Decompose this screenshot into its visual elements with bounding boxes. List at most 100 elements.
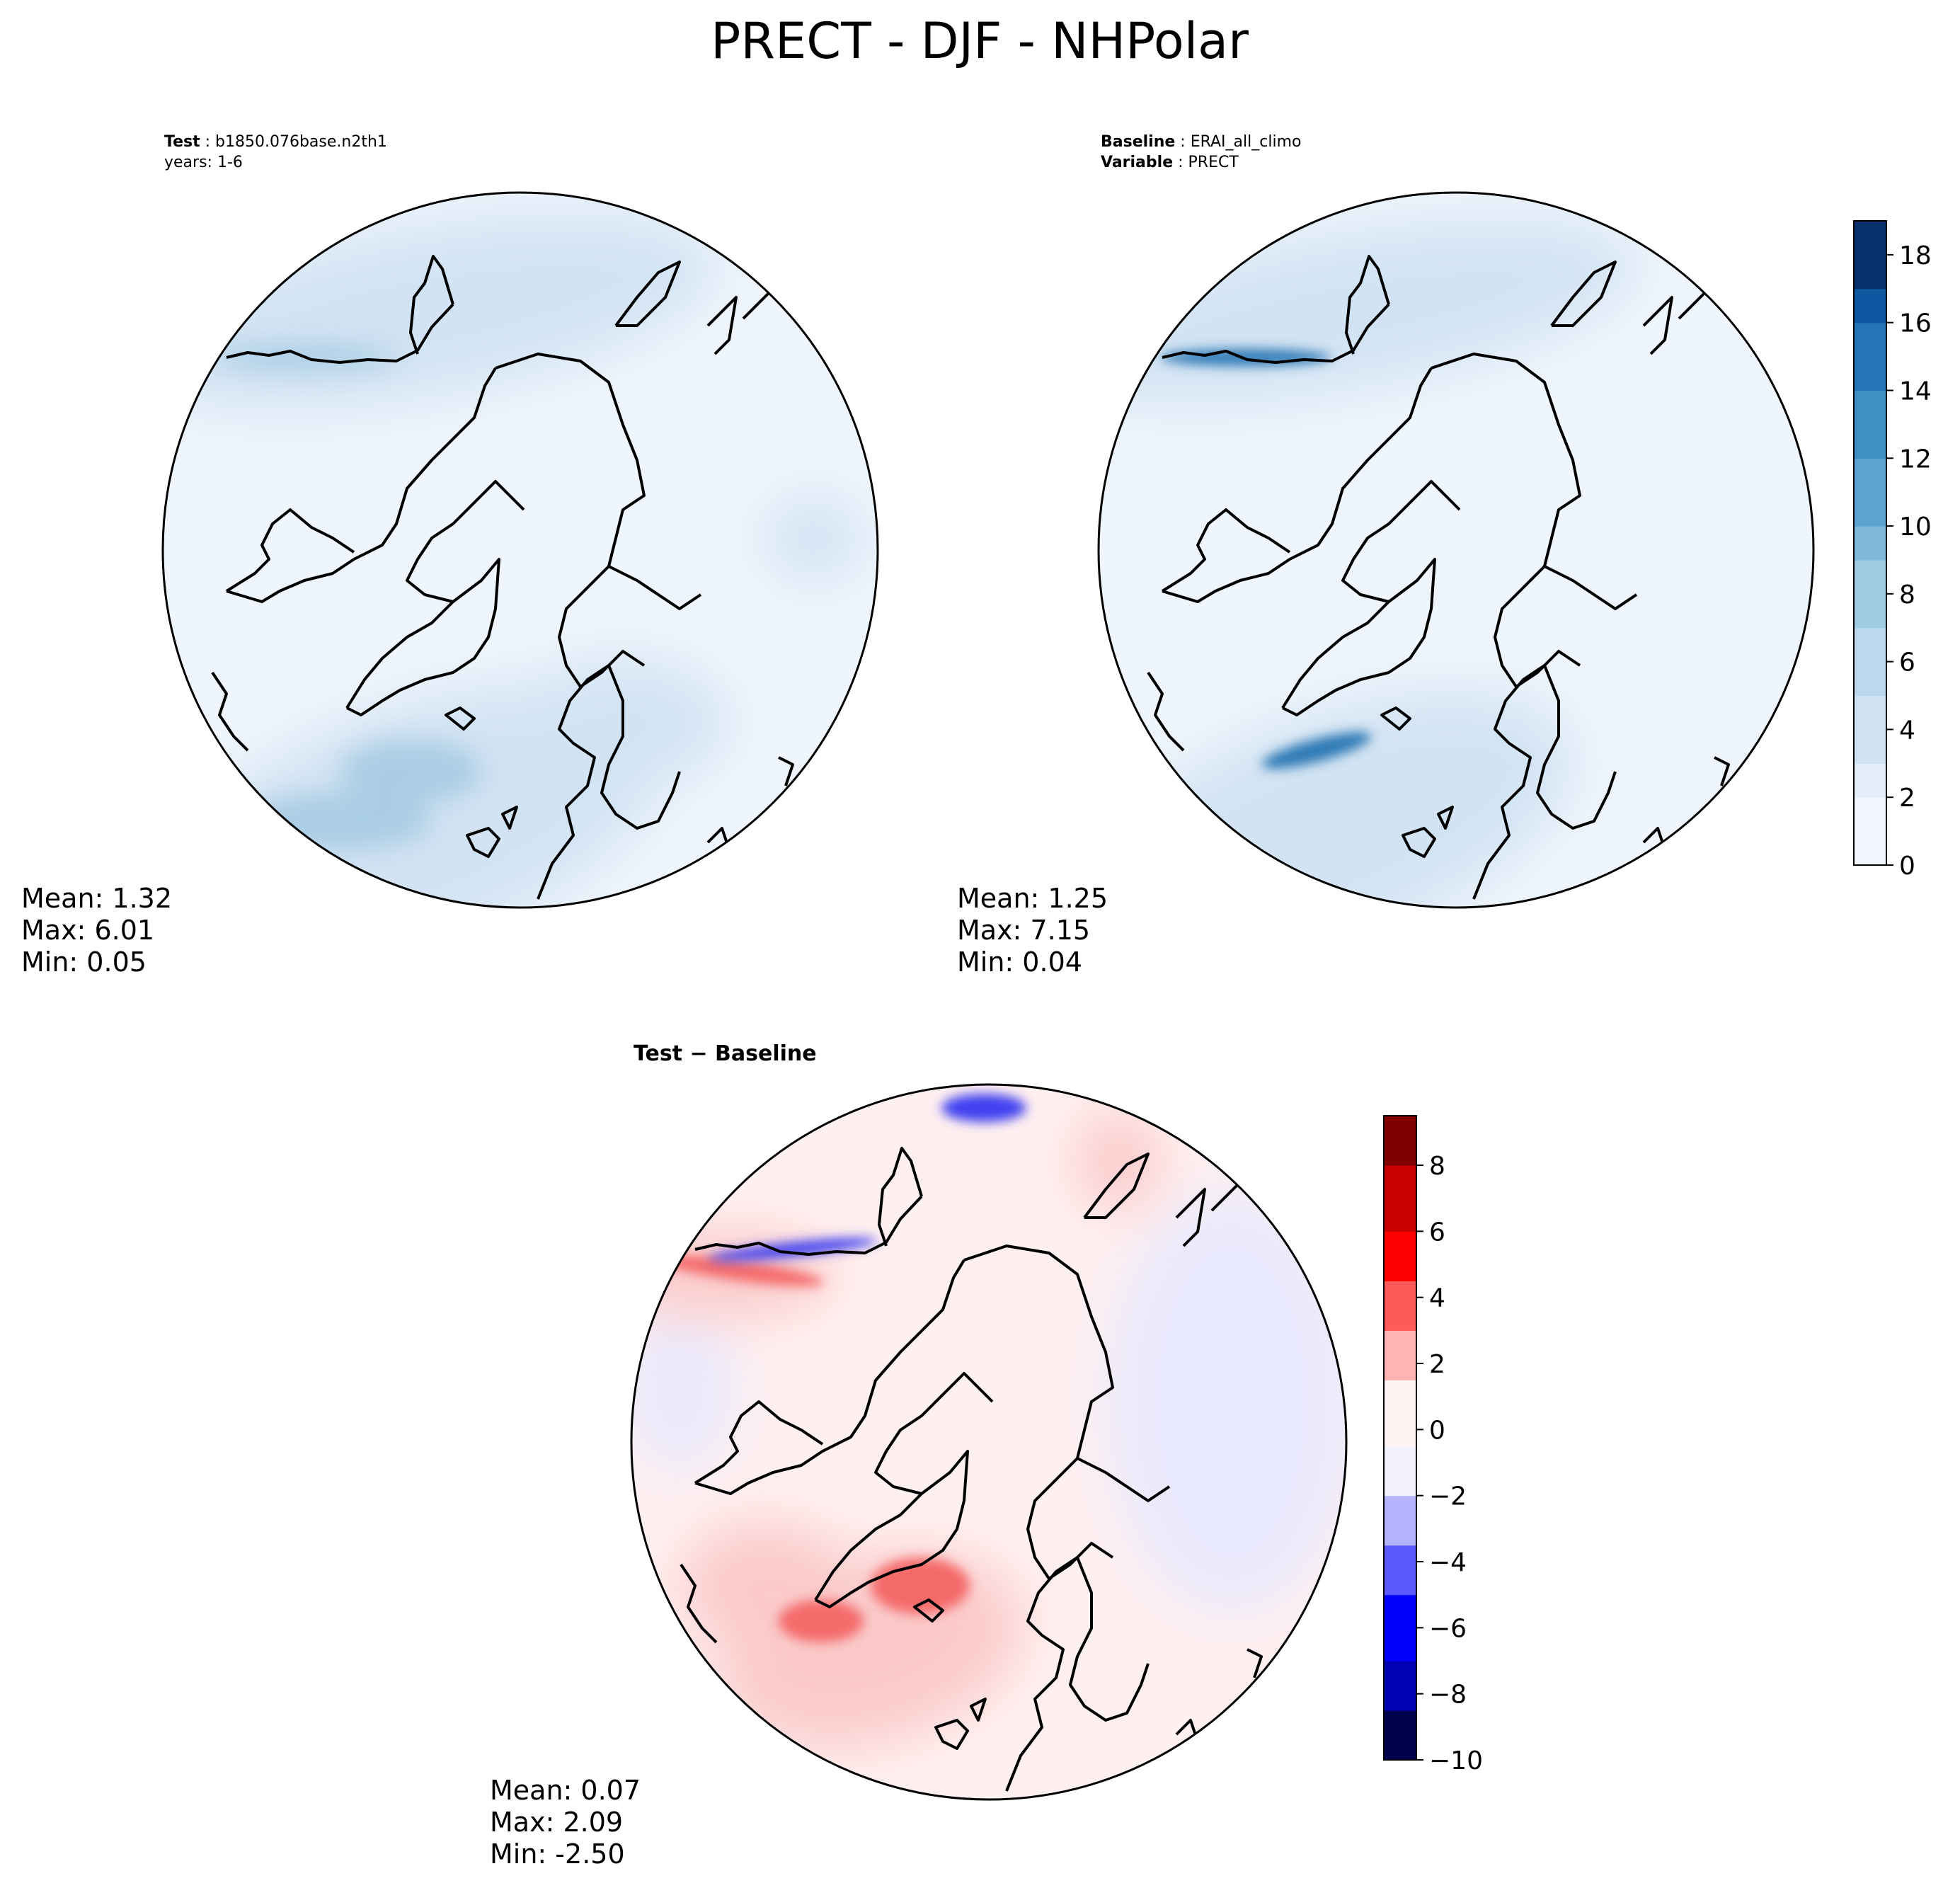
- colorbar-tick-label: −8: [1429, 1681, 1467, 1710]
- baseline-header-label-1: Baseline: [1101, 133, 1175, 151]
- diff-colorbar: −10 −8 −6 −4 −2 0 2 4 6 8: [1383, 1115, 1483, 1775]
- colorbar-band: [1384, 1396, 1416, 1414]
- baseline-header-line-1: Baseline : ERAI_all_climo: [1101, 133, 1301, 151]
- colorbar-band: [1384, 1281, 1416, 1298]
- colorbar-tick-label: 0: [1899, 852, 1915, 881]
- colorbar-band: [1854, 729, 1886, 764]
- colorbar-band: [1384, 1264, 1416, 1281]
- colorbar-band: [1854, 424, 1886, 459]
- colorbar-band: [1384, 1627, 1416, 1645]
- colorbar-band: [1854, 322, 1886, 357]
- colorbar-band: [1854, 763, 1886, 798]
- colorbar-tick-label: 4: [1899, 716, 1915, 745]
- colorbar-band: [1384, 1165, 1416, 1182]
- colorbar-band: [1854, 221, 1886, 256]
- colorbar-band: [1854, 390, 1886, 425]
- diff-map-boundary: [630, 1083, 1348, 1801]
- colorbar-band: [1384, 1611, 1416, 1628]
- diff-header-title: Test − Baseline: [634, 1041, 817, 1066]
- test-coastlines: [211, 246, 815, 900]
- baseline-header-value-2: PRECT: [1188, 154, 1239, 171]
- colorbar-band: [1384, 1743, 1416, 1761]
- colorbar-band: [1854, 593, 1886, 629]
- colorbar-tick-label: 10: [1899, 513, 1932, 542]
- colorbar-band: [1384, 1247, 1416, 1265]
- baseline-header-label-2: Variable: [1101, 154, 1173, 171]
- colorbar-tick-label: 8: [1899, 580, 1915, 610]
- colorbar-band: [1384, 1528, 1416, 1546]
- test-stat-max: Max: 6.01: [21, 915, 154, 946]
- baseline-header-line-2: Variable : PRECT: [1101, 154, 1239, 171]
- colorbar-band: [1384, 1363, 1416, 1380]
- colorbar-band: [1384, 1446, 1416, 1463]
- colorbar-band: [1384, 1562, 1416, 1579]
- test-header-value: b1850.076base.n2th1: [215, 133, 387, 151]
- colorbar-band: [1384, 1148, 1416, 1166]
- colorbar-tick-label: 18: [1899, 241, 1932, 270]
- colorbar-band: [1854, 254, 1886, 290]
- colorbar-band: [1384, 1330, 1416, 1348]
- colorbar-tick-label: 2: [1899, 784, 1915, 813]
- colorbar-tick-label: −2: [1429, 1482, 1467, 1511]
- colorbar-tick-label: −4: [1429, 1548, 1467, 1577]
- diff-map-field: [631, 1085, 1346, 1800]
- diff-stat-min: Min: -2.50: [490, 1838, 625, 1870]
- colorbar-band: [1384, 1545, 1416, 1562]
- colorbar-band: [1854, 695, 1886, 731]
- colorbar-band: [1854, 288, 1886, 324]
- colorbar-frame: [1383, 1115, 1417, 1761]
- baseline-coastlines: [1147, 246, 1751, 900]
- colorbar-band: [1384, 1693, 1416, 1711]
- baseline-stat-max: Max: 7.15: [957, 915, 1090, 946]
- colorbar-band: [1854, 458, 1886, 493]
- colorbar-tick-label: 4: [1429, 1284, 1445, 1313]
- colorbar-band: [1854, 526, 1886, 561]
- test-header-line-2: years: 1-6: [164, 154, 243, 171]
- colorbar-band: [1384, 1479, 1416, 1497]
- colorbar-band: [1384, 1727, 1416, 1744]
- colorbar-band: [1384, 1594, 1416, 1612]
- colorbar-tick-label: 8: [1429, 1152, 1445, 1181]
- colorbar-band: [1854, 559, 1886, 595]
- colorbar-band: [1384, 1116, 1416, 1133]
- colorbar-band: [1384, 1644, 1416, 1661]
- colorbar-band: [1384, 1463, 1416, 1480]
- colorbar-band: [1854, 661, 1886, 697]
- colorbar-band: [1384, 1429, 1416, 1447]
- test-header-label: Test: [164, 133, 200, 151]
- colorbar-tick-label: 14: [1899, 377, 1932, 406]
- colorbar-band: [1384, 1297, 1416, 1315]
- colorbar-band: [1384, 1512, 1416, 1529]
- test-map-boundary: [161, 191, 879, 909]
- baseline-map-boundary: [1097, 191, 1815, 909]
- colorbar-band: [1384, 1215, 1416, 1232]
- diff-stat-mean: Mean: 0.07: [490, 1775, 641, 1806]
- diff-coastlines: [680, 1138, 1284, 1792]
- baseline-map-field: [1099, 193, 1813, 908]
- colorbar-band: [1384, 1413, 1416, 1430]
- colorbar-tick-label: 12: [1899, 445, 1932, 474]
- test-stat-mean: Mean: 1.32: [21, 883, 172, 914]
- colorbar-band: [1384, 1661, 1416, 1678]
- colorbar-band: [1854, 627, 1886, 663]
- test-panel: Test : b1850.076base.n2th1 years: 1-6: [21, 133, 879, 978]
- baseline-stat-min: Min: 0.04: [957, 946, 1082, 978]
- colorbar-band: [1384, 1677, 1416, 1695]
- colorbar-band: [1384, 1198, 1416, 1215]
- colorbar-band: [1384, 1231, 1416, 1249]
- colorbar-tick-label: 16: [1899, 309, 1932, 338]
- colorbar-band: [1854, 356, 1886, 391]
- colorbar-tick-label: 6: [1899, 648, 1915, 677]
- colorbar-tick-label: 6: [1429, 1218, 1445, 1247]
- baseline-stat-mean: Mean: 1.25: [957, 883, 1108, 914]
- diff-stat-max: Max: 2.09: [490, 1807, 623, 1838]
- colorbar-band: [1384, 1710, 1416, 1727]
- precip-colorbar: 0 2 4 6 8 10 12 14 16 18: [1853, 220, 1932, 881]
- colorbar-band: [1384, 1495, 1416, 1513]
- colorbar-band: [1854, 492, 1886, 527]
- colorbar-band: [1384, 1314, 1416, 1331]
- colorbar-band: [1384, 1346, 1416, 1364]
- colorbar-band: [1384, 1132, 1416, 1150]
- baseline-panel: Baseline : ERAI_all_climo Variable : PRE…: [957, 133, 1932, 978]
